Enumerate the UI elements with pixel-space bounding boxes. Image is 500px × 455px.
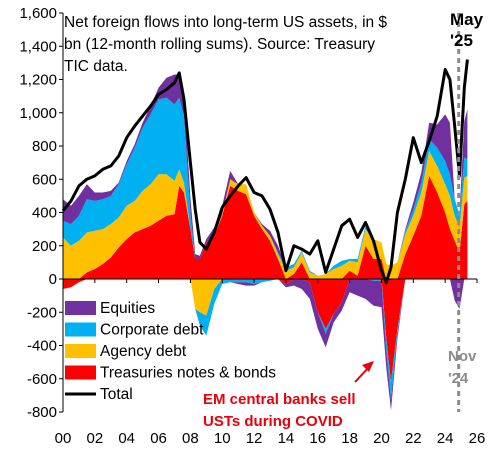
y-tick-label: -800 [27, 404, 57, 421]
x-tick-label: 12 [246, 430, 263, 447]
legend-swatch-treasuries-notes-bonds [65, 365, 96, 380]
area-agency-debt-pos [63, 151, 468, 279]
x-tick-label: 02 [87, 430, 104, 447]
area-treasuries-notes-bonds-neg [63, 279, 468, 383]
covid-annotation-line-1: EM central banks sell [203, 391, 356, 408]
x-tick-label: 14 [278, 430, 295, 447]
y-tick-label: 0 [49, 271, 57, 288]
y-tick-label: 800 [32, 138, 57, 155]
x-tick-label: 06 [150, 430, 167, 447]
chart-title-line-3: TIC data. [64, 58, 128, 75]
x-tick-label: 00 [55, 430, 72, 447]
y-tick-label: 1,200 [19, 72, 57, 89]
y-tick-label: 400 [32, 205, 57, 222]
nov-24-label-line-1: Nov [448, 348, 477, 365]
legend: Equities Corporate debt Agency debt Treasur… [65, 300, 276, 403]
x-tick-label: 26 [469, 430, 486, 447]
axes-layer: -800-600-400-20002004006008001,0001,2001… [19, 5, 485, 447]
legend-swatch-agency-debt [65, 344, 96, 358]
y-tick-label: 1,600 [19, 5, 57, 22]
legend-swatch-corporate-debt [65, 322, 96, 337]
x-tick-label: 10 [214, 430, 231, 447]
area-treasuries-notes-bonds-pos [63, 175, 468, 279]
legend-label-treasuries-notes-bonds: Treasuries notes & bonds [100, 365, 276, 382]
area-corporate-debt-pos [63, 97, 468, 276]
chart-title-line-2: bn (12-month rolling sums). Source: Trea… [64, 36, 375, 53]
x-tick-label: 20 [373, 430, 390, 447]
covid-annotation-arrowhead [362, 361, 374, 372]
y-tick-label: 1,000 [19, 105, 57, 122]
x-tick-label: 16 [309, 430, 326, 447]
x-tick-label: 24 [437, 430, 454, 447]
y-tick-label: -200 [27, 304, 57, 321]
may-25-label-line-1: May [450, 10, 484, 29]
y-tick-label: 200 [32, 238, 57, 255]
x-tick-label: 18 [341, 430, 358, 447]
chart-title-line-1: Net foreign flows into long-term US asse… [64, 14, 387, 31]
y-tick-label: 1,400 [19, 38, 57, 55]
y-tick-label: 600 [32, 171, 57, 188]
legend-label-total: Total [100, 386, 133, 403]
area-corporate-debt-neg [63, 279, 468, 401]
y-tick-label: -600 [27, 371, 57, 388]
y-tick-label: -400 [27, 338, 57, 355]
area-layer [63, 74, 468, 411]
x-tick-label: 22 [405, 430, 422, 447]
legend-label-corporate-debt: Corporate debt [100, 322, 204, 339]
nov-24-label-line-2: '24 [448, 370, 469, 387]
may-25-label-line-2: '25 [450, 31, 473, 50]
covid-annotation-line-2: USTs during COVID [203, 413, 343, 430]
total-line [61, 59, 469, 284]
legend-label-equities: Equities [100, 300, 155, 317]
total-layer [61, 59, 469, 284]
legend-label-agency-debt: Agency debt [100, 343, 187, 360]
x-tick-label: 08 [182, 430, 199, 447]
legend-swatch-equities [65, 301, 96, 315]
x-tick-label: 04 [118, 430, 135, 447]
